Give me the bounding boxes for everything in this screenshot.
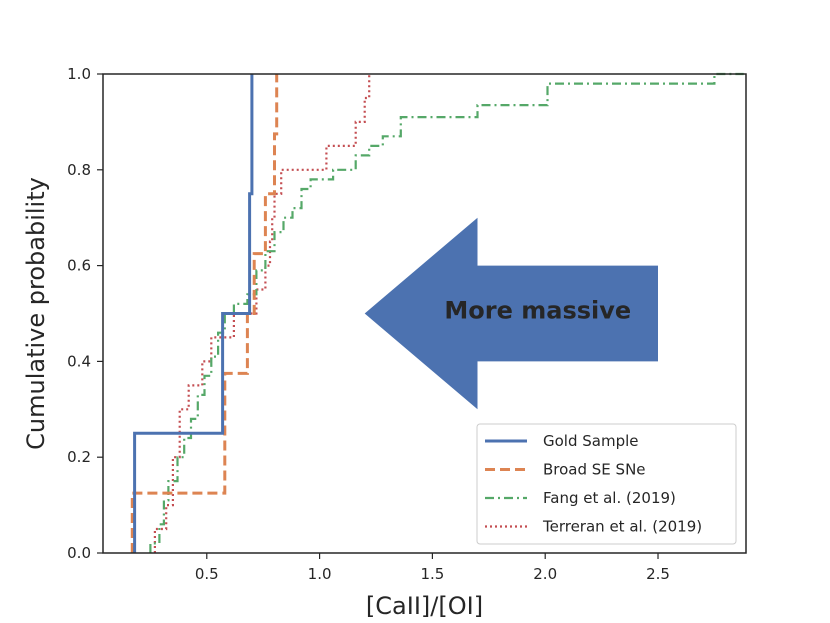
series-line-0 <box>133 74 254 553</box>
x-tick-label: 1.0 <box>308 565 332 583</box>
y-tick-label: 0.0 <box>67 544 91 562</box>
legend-label-2: Fang et al. (2019) <box>543 489 676 507</box>
y-tick-label: 1.0 <box>67 65 91 83</box>
more-massive-label: More massive <box>444 297 631 325</box>
y-tick-label: 0.8 <box>67 161 91 179</box>
series-line-2 <box>149 72 744 553</box>
series-layer <box>130 72 744 553</box>
series-line-1 <box>130 74 279 553</box>
annotation-layer: More massive <box>364 217 658 410</box>
y-tick-label: 0.4 <box>67 352 91 370</box>
y-tick-label: 0.2 <box>67 448 91 466</box>
y-axis-label: Cumulative probability <box>22 177 50 450</box>
y-tick-label: 0.6 <box>67 257 91 275</box>
x-axis-ticks: 0.5 1.0 1.5 2.0 2.5 <box>195 553 670 583</box>
x-tick-label: 2.5 <box>646 565 670 583</box>
legend-label-1: Broad SE SNe <box>543 461 646 479</box>
more-massive-arrow <box>364 217 658 410</box>
plot-frame <box>102 73 747 554</box>
legend: Gold Sample Broad SE SNe Fang et al. (2019… <box>476 423 737 545</box>
y-axis-ticks: 0.0 0.2 0.4 0.6 0.8 1.0 <box>67 65 103 562</box>
x-tick-label: 2.0 <box>533 565 557 583</box>
series-line-3 <box>153 74 371 553</box>
x-tick-label: 0.5 <box>195 565 219 583</box>
x-tick-label: 1.5 <box>420 565 444 583</box>
legend-label-0: Gold Sample <box>543 432 639 450</box>
legend-label-3: Terreran et al. (2019) <box>542 518 702 536</box>
x-axis-label: [CaII]/[OI] <box>366 592 483 620</box>
legend-frame <box>476 423 737 545</box>
